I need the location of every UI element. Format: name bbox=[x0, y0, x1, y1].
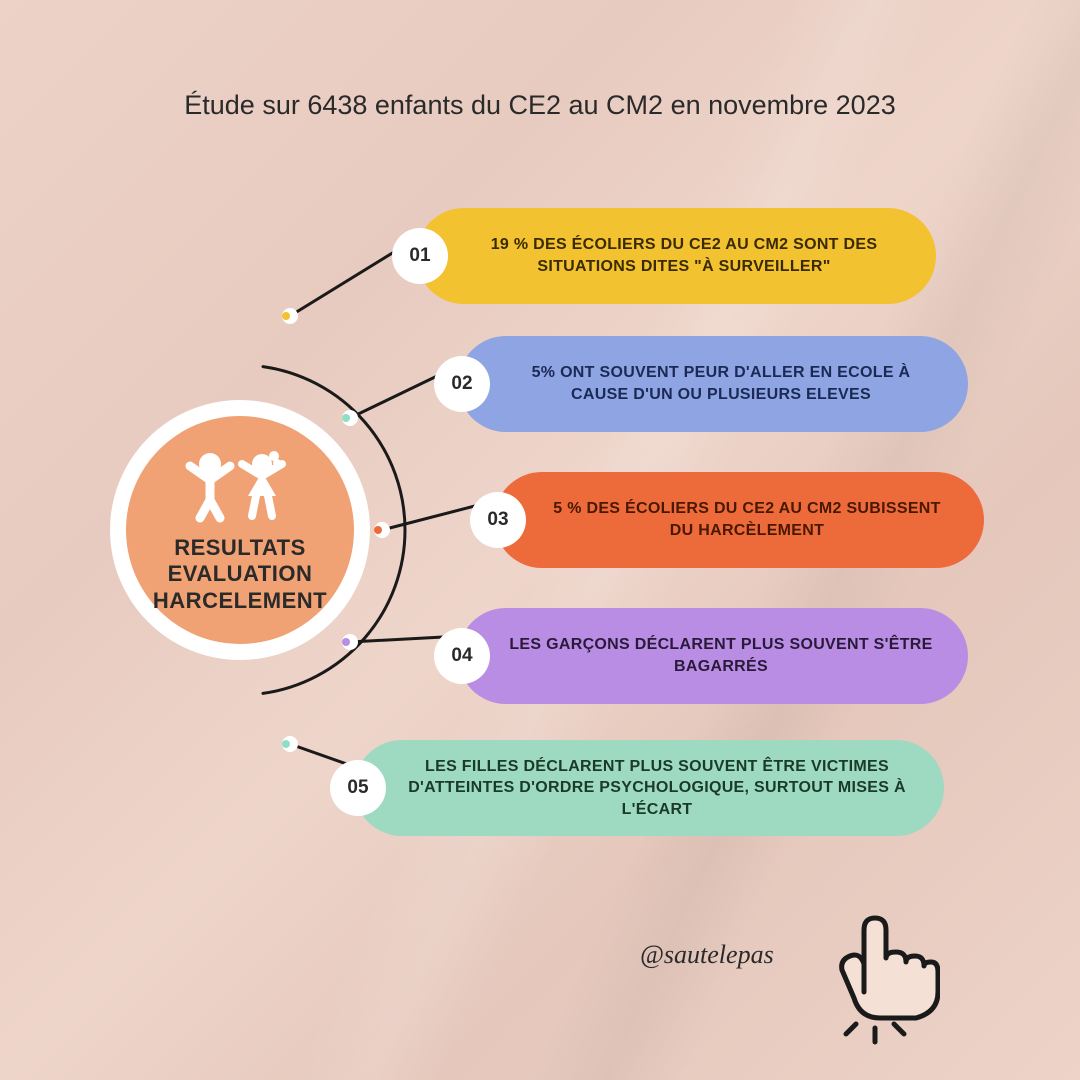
list-item: 025% ONT SOUVENT PEUR D'ALLER EN ECOLE À… bbox=[434, 336, 968, 432]
item-pill: 19 % DES ÉCOLIERS DU CE2 AU CM2 SONT DES… bbox=[416, 208, 936, 304]
connector-dot bbox=[282, 736, 298, 752]
list-item: 035 % DES ÉCOLIERS DU CE2 AU CM2 SUBISSE… bbox=[470, 472, 984, 568]
connector-dot bbox=[342, 410, 358, 426]
list-item: 05LES FILLES DÉCLARENT PLUS SOUVENT ÊTRE… bbox=[330, 740, 944, 836]
item-number-badge: 05 bbox=[330, 760, 386, 816]
item-number-badge: 01 bbox=[392, 228, 448, 284]
item-number-badge: 03 bbox=[470, 492, 526, 548]
connector-dot bbox=[282, 308, 298, 324]
item-pill: 5% ONT SOUVENT PEUR D'ALLER EN ECOLE À C… bbox=[458, 336, 968, 432]
social-handle: @sautelepas bbox=[640, 940, 774, 970]
item-pill: 5 % DES ÉCOLIERS DU CE2 AU CM2 SUBISSENT… bbox=[494, 472, 984, 568]
list-item: 04LES GARÇONS DÉCLARENT PLUS SOUVENT S'Ê… bbox=[434, 608, 968, 704]
item-number-badge: 04 bbox=[434, 628, 490, 684]
item-number-badge: 02 bbox=[434, 356, 490, 412]
item-pill: LES GARÇONS DÉCLARENT PLUS SOUVENT S'ÊTR… bbox=[458, 608, 968, 704]
item-pill: LES FILLES DÉCLARENT PLUS SOUVENT ÊTRE V… bbox=[354, 740, 944, 836]
children-icon bbox=[175, 446, 305, 531]
connector-dot bbox=[342, 634, 358, 650]
hub-label: RESULTATS EVALUATION HARCELEMENT bbox=[153, 535, 327, 614]
hub-circle: RESULTATS EVALUATION HARCELEMENT bbox=[110, 400, 370, 660]
connector-dot bbox=[374, 522, 390, 538]
list-item: 0119 % DES ÉCOLIERS DU CE2 AU CM2 SONT D… bbox=[392, 208, 936, 304]
pointing-hand-icon bbox=[820, 900, 940, 1050]
page-title: Étude sur 6438 enfants du CE2 au CM2 en … bbox=[0, 90, 1080, 121]
